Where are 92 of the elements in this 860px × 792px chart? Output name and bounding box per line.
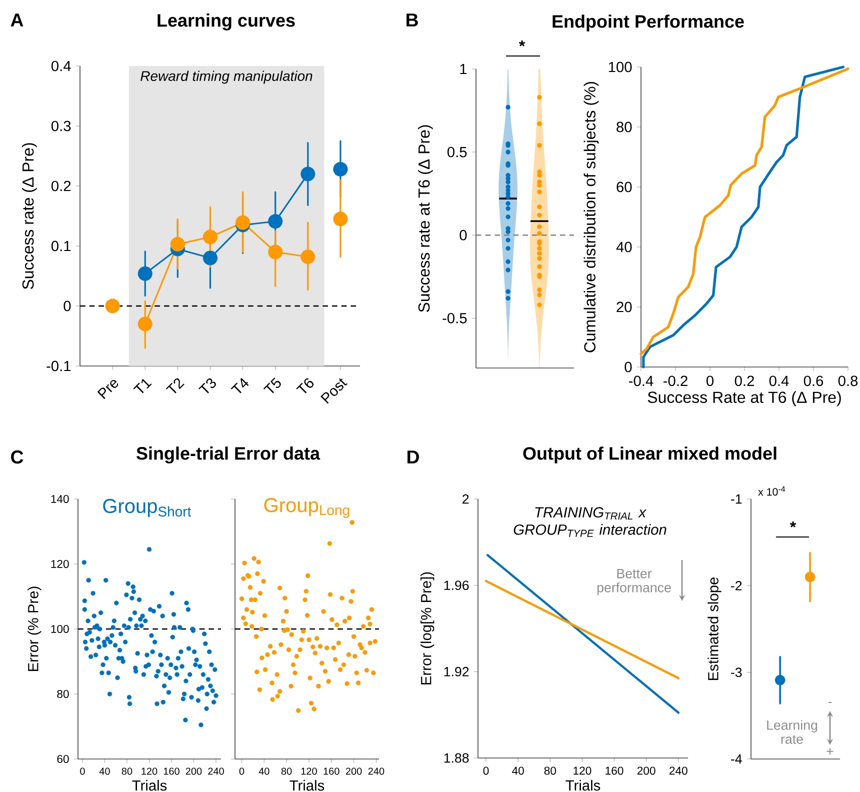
- y-tick-label: 0.3: [51, 120, 71, 132]
- band-label: Reward timing manipulation: [140, 70, 312, 84]
- x-tick-label: T1: [133, 378, 152, 394]
- y-tick-label: -1: [731, 494, 742, 504]
- y-tick-label: -0.1: [46, 360, 71, 372]
- y-tick-label: -2: [731, 581, 742, 590]
- y-tick-label: 0.4: [51, 60, 71, 72]
- x-tick-label: 200: [186, 768, 202, 775]
- y-tick-label: -0.5: [442, 312, 467, 324]
- x-tick-label: 120: [142, 768, 158, 775]
- y-tick-label: 1.88: [444, 753, 469, 763]
- y-axis-title: Success rate at T6 (Δ Pre): [418, 125, 433, 312]
- y-tick-label: 20: [616, 302, 632, 312]
- x-axis-title: Trials: [132, 780, 167, 791]
- x-tick-label: T4: [230, 378, 249, 394]
- x-tick-label: 0.4: [769, 376, 789, 386]
- x-tick-label: 240: [670, 766, 688, 775]
- x-tick-label: 0: [80, 768, 85, 775]
- x-tick-label: 120: [574, 766, 592, 775]
- x-tick-label: 200: [346, 768, 362, 775]
- annotation: *: [790, 521, 796, 528]
- y-tick-label: 80: [57, 690, 69, 698]
- x-tick-label: 0.6: [804, 376, 824, 386]
- y-tick-label: 1: [460, 64, 467, 74]
- x-tick-label: T3: [198, 378, 216, 394]
- y-tick-label: -4: [731, 754, 742, 764]
- x-tick-label: 40: [99, 768, 110, 775]
- y-axis-title: Error (log[% Pre]): [420, 572, 434, 684]
- y-tick-label: 0.2: [51, 180, 71, 192]
- x-tick-label: T2: [166, 378, 184, 394]
- chart-title: Output of Linear mixed model: [523, 446, 776, 464]
- y-axis-title: Error (% Pre): [28, 586, 42, 671]
- x-tick-label: T6: [296, 378, 314, 394]
- y-tick-label: 2: [462, 494, 469, 504]
- annotation: -: [828, 702, 832, 703]
- y-tick-label: -3: [731, 668, 742, 678]
- text: D: [408, 450, 419, 464]
- y-tick-label: 0: [64, 300, 71, 312]
- y-axis-title: Success rate (Δ Pre): [22, 143, 37, 290]
- x-tick-label: 0: [706, 376, 714, 386]
- x-tick-label: 80: [281, 768, 292, 775]
- y-tick-label: 60: [57, 754, 69, 763]
- text: C: [11, 450, 24, 464]
- x-axis-title: Trials: [290, 780, 324, 791]
- x-tick-label: 40: [258, 768, 270, 775]
- x-tick-label: -0.2: [664, 376, 688, 386]
- text: A: [10, 14, 24, 26]
- y-axis-title: Cumulative distribution of subjects (%): [584, 82, 599, 352]
- x-tick-label: -0.4: [629, 376, 654, 386]
- y-tick-label: 1.92: [444, 666, 469, 676]
- x-tick-label: 120: [301, 768, 317, 775]
- annotation: Better performance: [597, 569, 671, 595]
- series-label: Group$_{Long}$: [264, 498, 350, 518]
- y-axis-title: Estimated slope: [708, 577, 722, 680]
- x-tick-label: Pre: [97, 380, 118, 400]
- y-tick-label: 100: [608, 62, 632, 72]
- text: Endpoint Performance: [552, 14, 744, 32]
- x-tick-label: 240: [208, 768, 224, 775]
- x-axis-title: Success Rate at T6 (Δ Pre): [648, 391, 841, 406]
- x-tick-label: 160: [164, 768, 180, 775]
- text: *: [518, 40, 526, 46]
- x-tick-label: 80: [544, 766, 556, 775]
- y-tick-label: 100: [51, 624, 69, 633]
- chart-title: Learning curves: [158, 14, 295, 30]
- x-tick-label: 0: [239, 768, 244, 775]
- y-tick-label: 0.1: [51, 240, 71, 252]
- text: TRAINING$_{TRIAL}$ x GROUP$_{TYPE}$ interaction: [514, 507, 666, 537]
- x-tick-label: 0: [483, 766, 489, 775]
- annotation: Learning rate: [767, 720, 818, 744]
- x-tick-label: 200: [637, 766, 656, 775]
- text: x 10$^{-4}$: [758, 486, 786, 496]
- annotation: +: [826, 748, 834, 755]
- x-tick-label: 80: [122, 768, 132, 775]
- x-tick-label: 40: [512, 766, 524, 775]
- x-tick-label: 0.8: [838, 376, 858, 386]
- y-tick-label: 0: [624, 362, 632, 372]
- y-tick-label: 1.96: [444, 580, 469, 590]
- x-tick-label: T5: [263, 378, 281, 394]
- y-tick-label: 40: [616, 242, 632, 252]
- x-tick-label: 240: [368, 768, 384, 775]
- y-tick-label: 80: [616, 122, 632, 132]
- x-tick-label: 160: [606, 766, 624, 775]
- text: B: [406, 14, 418, 26]
- y-tick-label: 0.5: [447, 146, 467, 158]
- y-tick-label: 140: [51, 494, 69, 503]
- y-tick-label: 120: [51, 560, 69, 568]
- y-tick-label: 60: [616, 182, 632, 192]
- y-tick-label: 0: [460, 230, 467, 240]
- chart-title: Single-trial Error data: [136, 446, 320, 464]
- x-axis-title: Trials: [566, 780, 600, 791]
- series-label: Group$_{Short}$: [103, 498, 192, 518]
- x-tick-label: 160: [324, 768, 340, 775]
